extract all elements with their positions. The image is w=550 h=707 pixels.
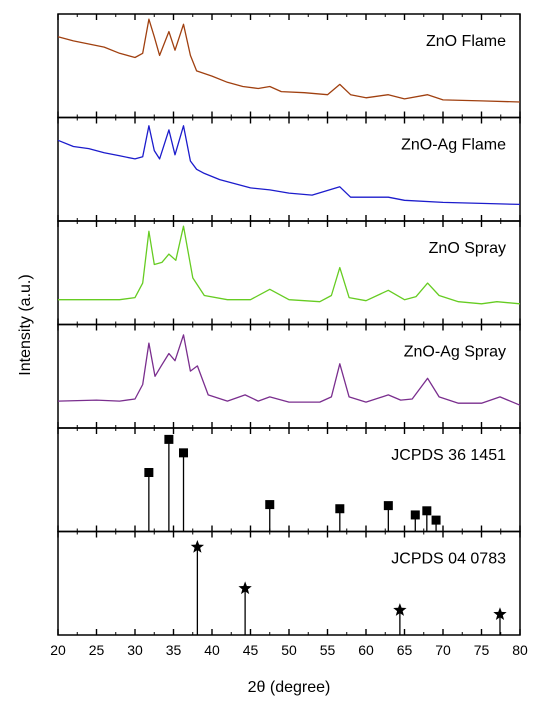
panel-frame <box>57 116 521 222</box>
reference-peak-marker <box>431 515 441 525</box>
x-tick-label: 20 <box>50 642 66 658</box>
reference-peak-marker <box>410 510 420 520</box>
x-tick-label: 75 <box>474 642 490 658</box>
x-tick-label: 65 <box>397 642 413 658</box>
x-tick-label: 30 <box>127 642 143 658</box>
reference-peak-marker <box>422 506 432 516</box>
series-label: ZnO-Ag Flame <box>401 137 506 154</box>
series-label: ZnO Flame <box>426 33 506 50</box>
reference-peak-marker <box>238 581 252 595</box>
panel-frame <box>57 427 521 533</box>
panel-jcpds-36-1451: JCPDS 36 1451 <box>57 427 521 533</box>
reference-peak-marker <box>179 448 189 458</box>
x-tick-label: 45 <box>243 642 259 658</box>
x-tick-label: 50 <box>281 642 297 658</box>
panel-frame <box>57 220 521 326</box>
reference-label: JCPDS 36 1451 <box>391 447 506 464</box>
reference-label: JCPDS 04 0783 <box>391 551 506 568</box>
x-tick-label: 70 <box>435 642 451 658</box>
reference-peak-marker <box>383 501 393 511</box>
panel-zno-flame: ZnO Flame <box>57 13 521 119</box>
panel-jcpds-04-0783: JCPDS 04 0783 <box>57 530 521 636</box>
x-tick-label: 55 <box>320 642 336 658</box>
x-tick-label: 25 <box>89 642 105 658</box>
series-label: ZnO-Ag Spray <box>404 344 506 361</box>
x-axis: 20 25 30 35 40 45 50 55 60 65 70 75 80 <box>50 642 528 658</box>
x-tick-label: 40 <box>204 642 220 658</box>
series-line <box>57 334 521 406</box>
x-tick-label: 35 <box>166 642 182 658</box>
panel-frame <box>57 13 521 119</box>
reference-peak-marker <box>265 500 275 510</box>
panel-frame <box>57 530 521 636</box>
reference-peak-marker <box>190 540 205 553</box>
series-line <box>58 225 521 305</box>
reference-peak-marker <box>493 607 507 620</box>
reference-peak-marker <box>335 504 345 514</box>
panels-layer: ZnO Flame ZnO-Ag Flame ZnO Spray ZnO-Ag Spr… <box>57 13 521 636</box>
x-tick-label: 60 <box>358 642 374 658</box>
panel-frame <box>57 323 521 429</box>
reference-peak-marker <box>144 468 154 478</box>
panel-zno-ag-flame: ZnO-Ag Flame <box>57 116 521 222</box>
series-line <box>57 18 521 103</box>
reference-peak-marker <box>393 603 407 616</box>
series-line <box>57 125 521 206</box>
x-tick-label: 80 <box>512 642 528 658</box>
y-axis-title: Intensity (a.u.) <box>17 274 34 375</box>
x-axis-title: 2θ (degree) <box>248 679 331 696</box>
panel-zno-ag-spray: ZnO-Ag Spray <box>57 323 521 429</box>
series-label: ZnO Spray <box>429 240 506 257</box>
reference-peak-marker <box>164 434 174 444</box>
panel-zno-spray: ZnO Spray <box>57 220 521 326</box>
